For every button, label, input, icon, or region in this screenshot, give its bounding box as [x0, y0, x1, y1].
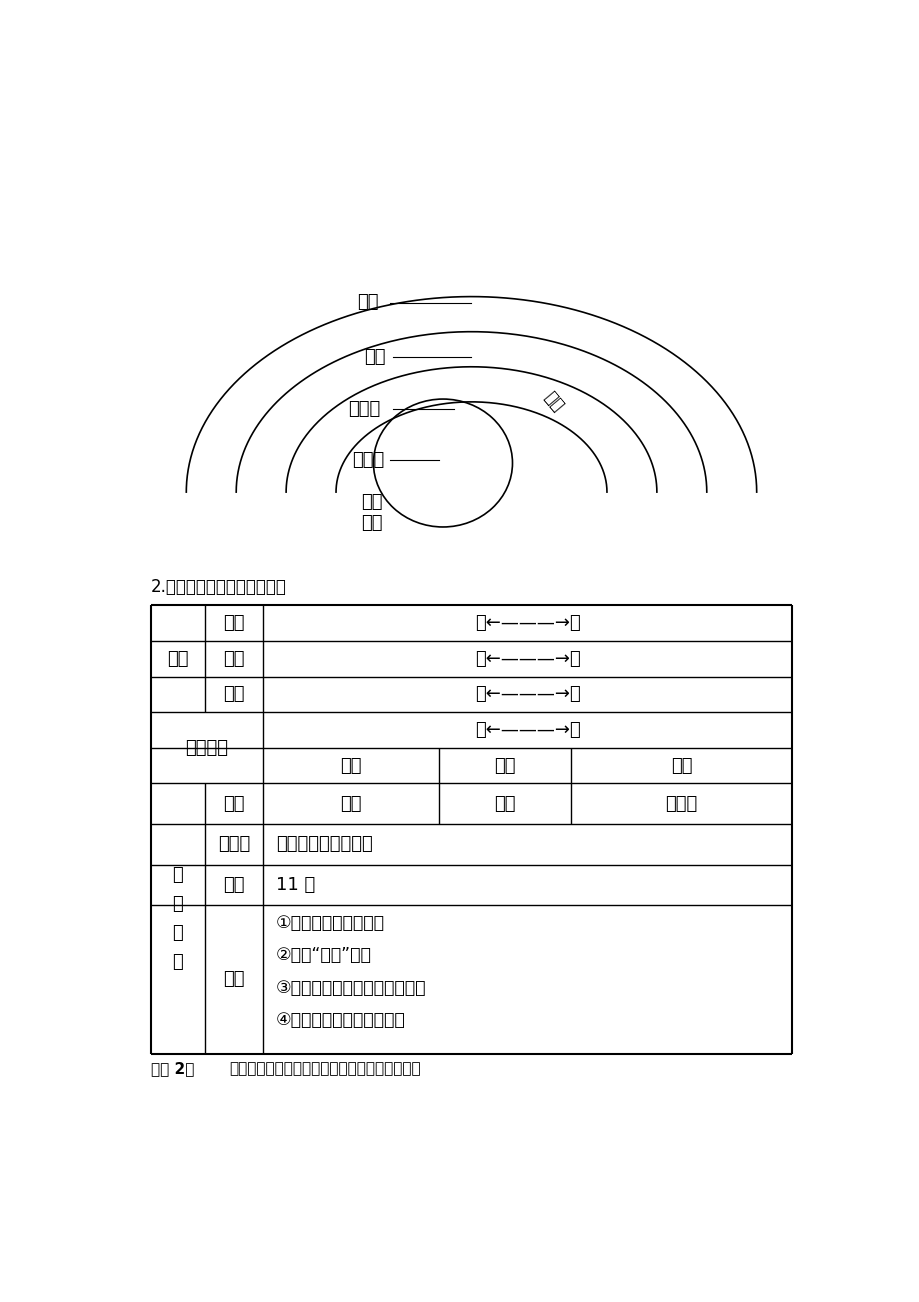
Text: 整体性: 整体性 [218, 836, 250, 853]
Text: ③极区及附近地区夜空出现极光: ③极区及附近地区夜空出现极光 [276, 979, 425, 996]
Text: 辐射区: 辐射区 [352, 450, 384, 469]
Text: 11 年: 11 年 [276, 876, 314, 894]
Text: 【例 2】: 【例 2】 [151, 1061, 194, 1075]
Text: 读太阳结构与太阳活动示意图，回答下列问题。: 读太阳结构与太阳活动示意图，回答下列问题。 [229, 1061, 420, 1075]
Text: 色球: 色球 [494, 756, 516, 775]
Text: 2.太阳活动及其对地球的影响: 2.太阳活动及其对地球的影响 [151, 578, 286, 596]
Text: 光球: 光球 [340, 756, 361, 775]
Text: 类型: 类型 [223, 794, 244, 812]
Text: 太阳风: 太阳风 [664, 794, 697, 812]
Text: 小←———→大: 小←———→大 [474, 650, 580, 668]
Text: 大←———→小: 大←———→小 [474, 685, 580, 703]
Text: 里←———→外: 里←———→外 [474, 721, 580, 740]
Text: 厚度: 厚度 [223, 650, 244, 668]
Text: 太
阳
活
动: 太 阳 活 动 [173, 866, 183, 971]
Text: 低←———→高: 低←———→高 [474, 615, 580, 633]
Text: ②产生“磁暴”现象: ②产生“磁暴”现象 [276, 947, 371, 965]
Text: 影响: 影响 [223, 970, 244, 988]
Text: 对流区: 对流区 [348, 400, 380, 418]
Text: 周期: 周期 [223, 876, 244, 894]
Text: 核反
应区: 核反 应区 [360, 492, 382, 531]
Text: 黑子和耀斑同步起落: 黑子和耀斑同步起落 [276, 836, 372, 853]
Text: 色球: 色球 [364, 348, 386, 366]
Text: 亮度: 亮度 [223, 685, 244, 703]
Text: ①影响无线电短波通信: ①影响无线电短波通信 [276, 914, 384, 932]
Text: 光球: 光球 [539, 388, 566, 415]
Text: 日冕: 日冕 [670, 756, 692, 775]
Text: 耀斑: 耀斑 [494, 794, 516, 812]
Text: ④与许多自然灾害有相关性: ④与许多自然灾害有相关性 [276, 1010, 405, 1029]
Text: 外部结构: 外部结构 [185, 738, 228, 756]
Text: 日冥: 日冥 [357, 293, 379, 311]
Text: 温度: 温度 [223, 615, 244, 633]
Text: 黑子: 黑子 [340, 794, 361, 812]
Text: 特点: 特点 [167, 650, 188, 668]
